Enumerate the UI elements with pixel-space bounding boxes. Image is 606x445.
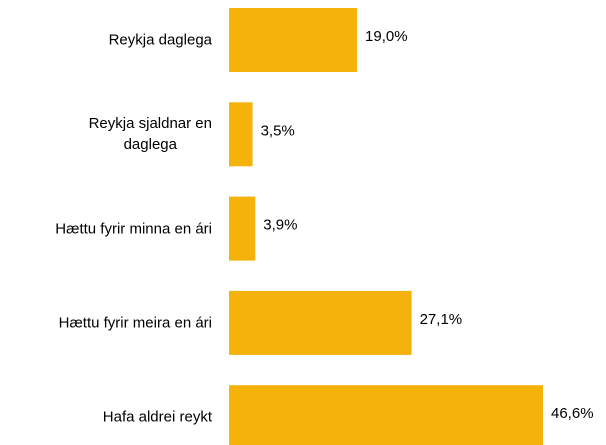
bar (229, 8, 358, 72)
category-label: Hættu fyrir minna en ári (55, 220, 212, 238)
category-label: Reykja daglega (108, 31, 212, 49)
category-label: Reykja sjaldnar en daglega (88, 115, 212, 154)
value-label: 3,5% (261, 122, 295, 139)
value-label: 27,1% (420, 311, 463, 328)
bar (229, 102, 253, 167)
category-label: Hafa aldrei reykt (102, 408, 212, 426)
value-label: 3,9% (263, 217, 297, 234)
bar (229, 385, 543, 445)
value-label: 46,6% (551, 405, 594, 422)
category-label: Hættu fyrir meira en ári (58, 314, 212, 332)
bar (229, 196, 256, 261)
value-label: 19,0% (365, 28, 408, 45)
bar (229, 290, 412, 355)
